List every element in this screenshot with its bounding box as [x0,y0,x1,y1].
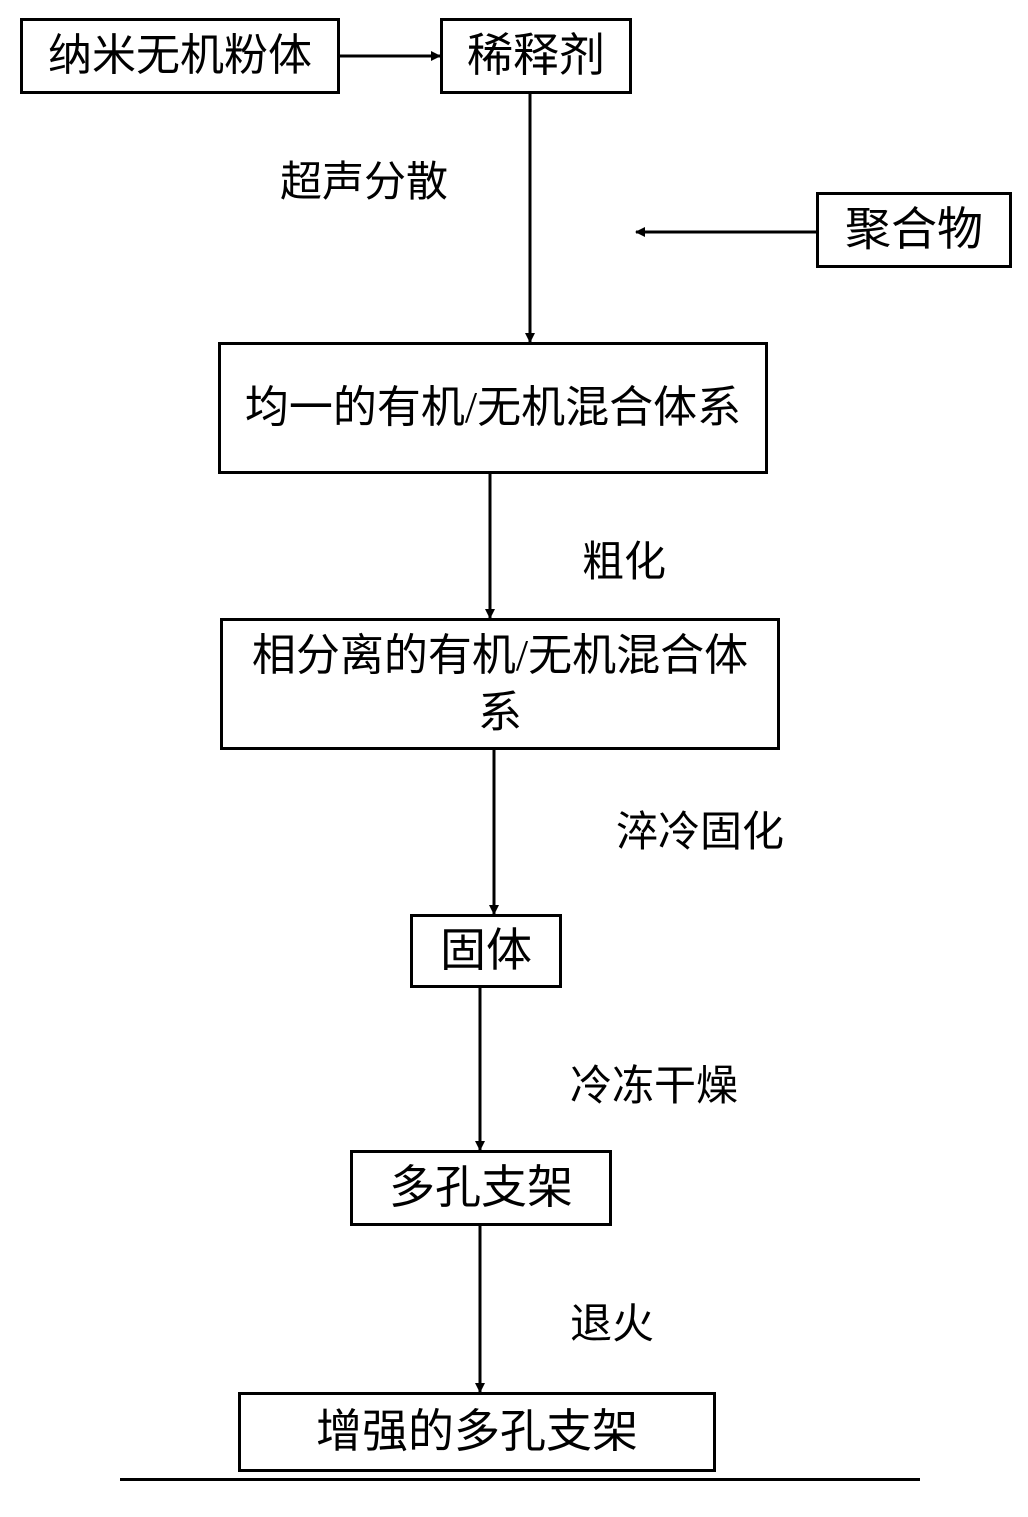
node-phase-separated-system: 相分离的有机/无机混合体系 [220,618,780,750]
node-label: 聚合物 [845,200,983,260]
node-label: 均一的有机/无机混合体系 [245,379,741,436]
bottom-underline [120,1478,920,1481]
node-polymer: 聚合物 [816,192,1012,268]
node-porous-scaffold: 多孔支架 [350,1150,612,1226]
node-solid: 固体 [410,914,562,988]
node-label: 纳米无机粉体 [48,27,312,84]
edge-label-coarsen: 粗化 [582,528,666,589]
edge-label-anneal: 退火 [570,1290,654,1351]
node-diluent: 稀释剂 [440,18,632,94]
node-label: 多孔支架 [389,1158,573,1218]
node-nano-powder: 纳米无机粉体 [20,18,340,94]
node-label: 增强的多孔支架 [316,1402,638,1462]
node-label: 固体 [440,921,532,981]
edge-label-ultrasonic: 超声分散 [280,148,448,209]
node-homogeneous-system: 均一的有机/无机混合体系 [218,342,768,474]
edge-label-quench: 淬冷固化 [616,798,784,859]
node-label: 相分离的有机/无机混合体系 [235,627,765,741]
node-label: 稀释剂 [467,26,605,86]
node-enhanced-scaffold: 增强的多孔支架 [238,1392,716,1472]
edge-label-freeze-dry: 冷冻干燥 [570,1052,738,1113]
